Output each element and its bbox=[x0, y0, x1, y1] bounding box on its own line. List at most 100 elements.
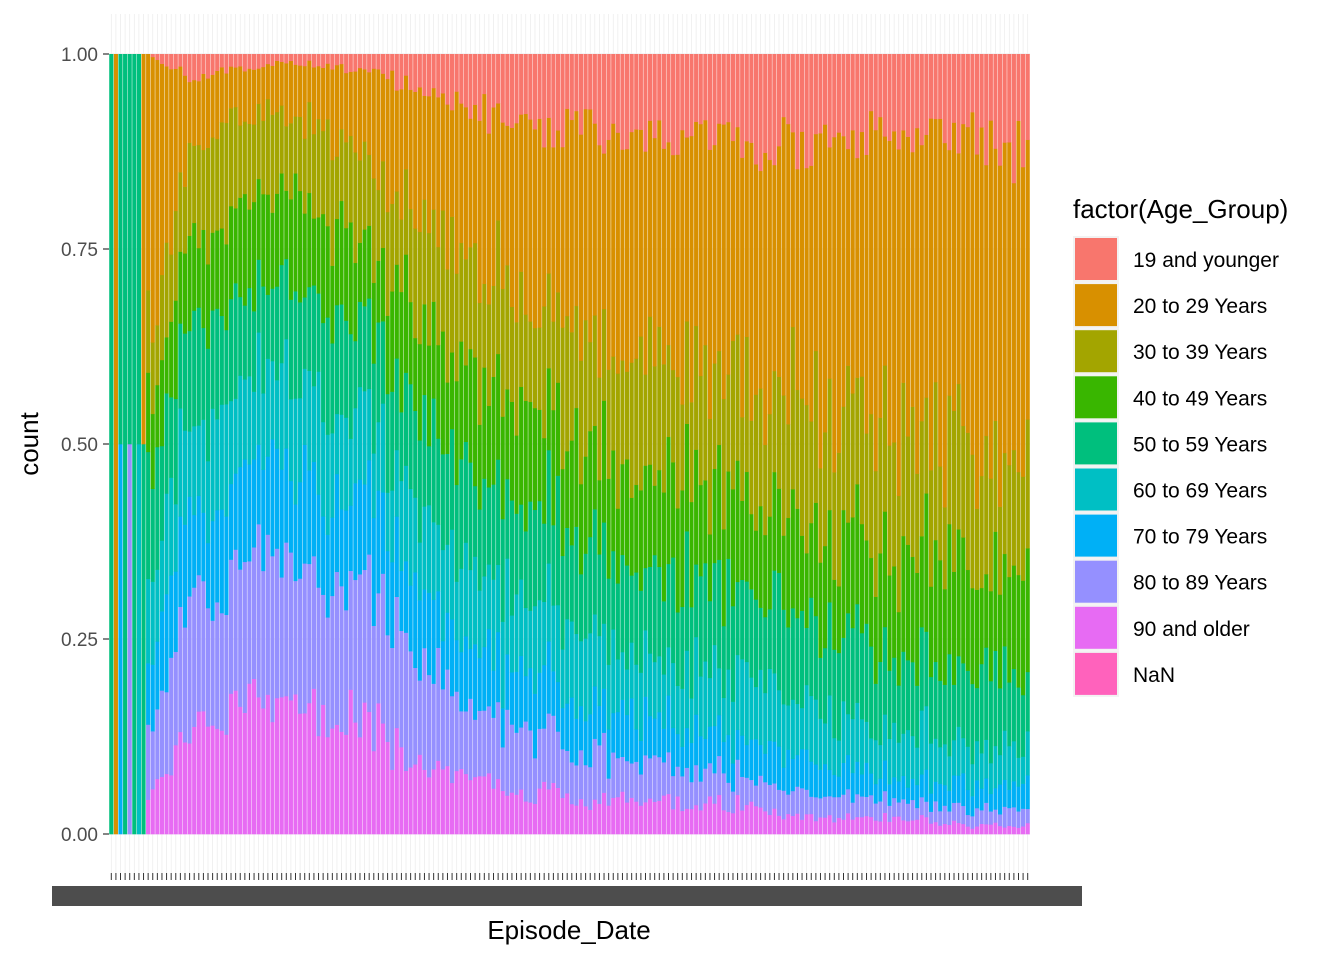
bar-segment bbox=[155, 325, 160, 386]
bar-segment bbox=[721, 810, 726, 835]
bar-segment bbox=[799, 131, 805, 399]
bar-segment bbox=[417, 440, 422, 543]
bar-segment bbox=[730, 140, 736, 342]
legend-label: 19 and younger bbox=[1133, 249, 1279, 272]
bar-segment bbox=[311, 386, 316, 463]
bar-segment bbox=[459, 54, 464, 104]
y-axis: 0.000.250.500.751.00 bbox=[61, 45, 109, 846]
bar-segment bbox=[643, 374, 648, 466]
bar-segment bbox=[919, 797, 924, 816]
bar-segment bbox=[560, 327, 565, 470]
bar-segment bbox=[233, 690, 238, 835]
bar-segment bbox=[799, 819, 805, 835]
bar-segment bbox=[454, 581, 459, 641]
bar-segment bbox=[703, 54, 708, 121]
bar-segment bbox=[956, 775, 961, 803]
bar-segment bbox=[380, 161, 386, 249]
bar-segment bbox=[864, 721, 869, 763]
bar-segment bbox=[330, 69, 335, 161]
bar-segment bbox=[417, 754, 422, 835]
bar-segment bbox=[583, 553, 588, 639]
bar-segment bbox=[537, 500, 542, 601]
bar-segment bbox=[298, 398, 303, 483]
bar-segment bbox=[634, 484, 639, 573]
bar-segment bbox=[758, 807, 763, 835]
bar-segment bbox=[205, 147, 211, 265]
bar-segment bbox=[215, 602, 220, 729]
bar-segment bbox=[933, 539, 938, 663]
bar-segment bbox=[155, 446, 160, 570]
bar-segment bbox=[247, 683, 252, 835]
bar-segment bbox=[542, 601, 547, 666]
bar-segment bbox=[905, 660, 911, 731]
bar-segment bbox=[813, 133, 818, 352]
bar-segment bbox=[224, 614, 229, 735]
bar-segment bbox=[440, 549, 445, 642]
bar-segment bbox=[491, 484, 496, 580]
bar-segment bbox=[956, 726, 961, 776]
bar-segment bbox=[307, 101, 312, 194]
bar-segment bbox=[836, 652, 841, 741]
bar-segment bbox=[882, 54, 888, 137]
bar-segment bbox=[965, 789, 970, 816]
bar-segment bbox=[763, 616, 768, 694]
bar-segment bbox=[597, 803, 602, 835]
bar-segment bbox=[482, 367, 487, 479]
bar-segment bbox=[615, 796, 620, 835]
bar-segment bbox=[450, 428, 455, 530]
bar-segment bbox=[528, 730, 533, 803]
bar-segment bbox=[749, 420, 754, 515]
bar-segment bbox=[159, 540, 165, 612]
bar-segment bbox=[836, 132, 841, 453]
bar-segment bbox=[1011, 807, 1016, 827]
bar-segment bbox=[910, 556, 915, 663]
bar-segment bbox=[339, 414, 344, 510]
bar-segment bbox=[878, 778, 883, 802]
bar-segment bbox=[979, 127, 984, 477]
bar-segment bbox=[224, 54, 229, 74]
bar-segment bbox=[592, 614, 597, 687]
bar-segment bbox=[786, 705, 791, 750]
bar-segment bbox=[256, 259, 261, 333]
y-tick-label: 0.50 bbox=[61, 435, 98, 456]
bar-segment bbox=[583, 806, 588, 835]
bar-segment bbox=[463, 365, 468, 443]
bar-segment bbox=[159, 445, 165, 541]
bar-segment bbox=[376, 322, 381, 423]
bar-segment bbox=[772, 471, 777, 571]
bar-segment bbox=[753, 164, 759, 395]
bar-segment bbox=[864, 540, 869, 624]
legend-swatch bbox=[1075, 422, 1117, 465]
bar-segment bbox=[228, 483, 234, 560]
bar-segment bbox=[325, 63, 330, 120]
bar-segment bbox=[182, 186, 188, 254]
bar-segment bbox=[523, 113, 528, 315]
bar-segment bbox=[376, 490, 381, 594]
bar-segment bbox=[809, 796, 814, 815]
bar-segment bbox=[555, 604, 561, 683]
bar-segment bbox=[431, 301, 436, 399]
bar-segment bbox=[869, 773, 874, 796]
bar-segment bbox=[542, 728, 547, 782]
bar-segment bbox=[436, 246, 441, 346]
bar-segment bbox=[316, 66, 321, 120]
bar-segment bbox=[915, 473, 920, 573]
bar-segment bbox=[767, 609, 772, 670]
bar-segment bbox=[238, 375, 243, 468]
bar-segment bbox=[371, 453, 376, 519]
bar-segment bbox=[205, 726, 211, 835]
bar-segment bbox=[164, 691, 169, 775]
bar-segment bbox=[624, 760, 630, 803]
bar-segment bbox=[666, 436, 671, 565]
bar-segment bbox=[781, 609, 786, 705]
bar-segment bbox=[823, 54, 828, 125]
bar-segment bbox=[399, 291, 404, 413]
bar-segment bbox=[178, 731, 183, 835]
bar-segment bbox=[942, 142, 947, 508]
bar-segment bbox=[652, 661, 657, 719]
bar-segment bbox=[348, 438, 353, 506]
bar-segment bbox=[362, 229, 367, 307]
bar-segment bbox=[150, 581, 155, 665]
bar-segment bbox=[615, 711, 620, 759]
bar-segment bbox=[532, 129, 538, 329]
